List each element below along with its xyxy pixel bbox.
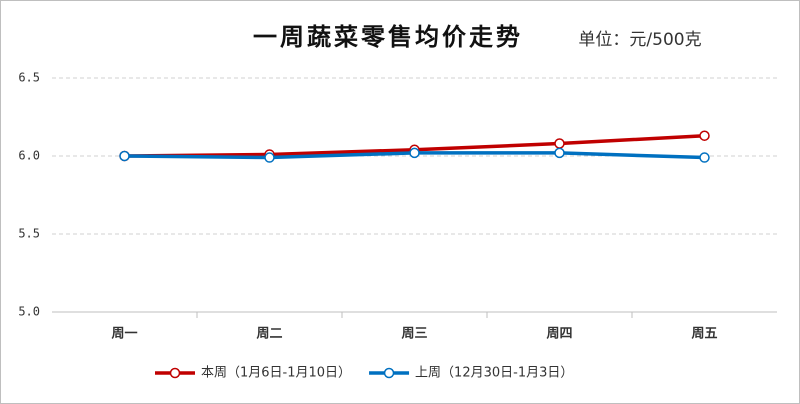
y-tick-label: 5.0 [18,305,40,319]
legend-label: 上周（12月30日-1月3日） [415,366,573,381]
x-tick-label: 周二 [256,327,282,342]
data-point [554,138,565,149]
x-tick-label: 周三 [401,327,427,342]
x-tick-label: 周一 [111,327,137,342]
legend-marker [383,367,395,379]
chart-title: 一周蔬菜零售均价走势 [253,23,523,51]
y-tick-label: 5.5 [18,227,40,241]
x-tick-label: 周四 [546,327,572,342]
data-point [699,152,710,163]
y-tick-label: 6.5 [18,71,40,85]
legend-marker [169,367,181,379]
data-point [264,152,275,163]
legend-label: 本周（1月6日-1月10日） [201,366,351,381]
data-point [554,147,565,159]
x-tick-label: 周五 [691,327,717,342]
data-point [409,147,420,159]
data-point [119,150,130,162]
chart-subtitle: 单位：元/500克 [578,30,701,50]
data-point [699,130,710,141]
y-tick-label: 6.0 [18,149,40,163]
